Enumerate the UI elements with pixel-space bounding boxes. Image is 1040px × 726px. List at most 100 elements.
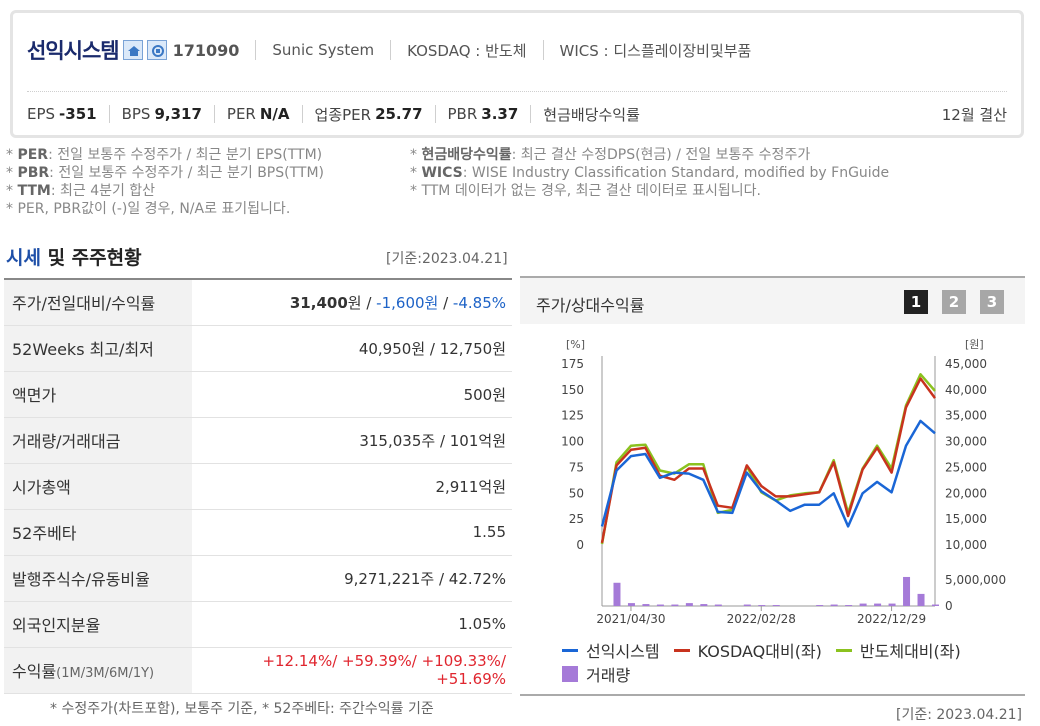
note-item: * WICS: WISE Industry Classification Sta… <box>410 165 890 181</box>
note-item: * TTM 데이터가 없는 경우, 최근 결산 데이터로 표시됩니다. <box>410 183 761 199</box>
table-row: 발행주식수/유동비율 9,271,221주 / 42.72% <box>4 555 512 602</box>
volume-bar <box>888 603 896 606</box>
chart-panel-title: 주가/상대수익률 <box>536 296 645 315</box>
note-item: * TTM: 최근 4분기 합산 <box>6 183 156 199</box>
divider <box>213 105 215 123</box>
volume-bar <box>903 576 911 606</box>
legend-row: 거래량 <box>562 662 1022 686</box>
row-label: 액면가 <box>4 371 192 418</box>
series-line-1 <box>600 377 937 544</box>
section-date: [기준:2023.04.21] <box>386 251 508 267</box>
english-name: Sunic System <box>272 41 375 59</box>
row-label: 52Weeks 최고/최저 <box>4 325 192 372</box>
left-tick-label: 75 <box>569 460 584 474</box>
legend-row: 선익시스템 KOSDAQ대비(좌) 반도체대비(좌) <box>562 638 1022 662</box>
chart-legend: 선익시스템 KOSDAQ대비(좌) 반도체대비(좌) 거래량 <box>562 638 1022 686</box>
per-metric: PER N/A <box>226 105 290 123</box>
pbr-metric: PBR 3.37 <box>447 105 519 123</box>
divider <box>255 40 257 60</box>
ir-icon[interactable] <box>146 40 167 60</box>
volume-bar <box>613 582 621 606</box>
divider <box>542 40 544 60</box>
row-label: 발행주식수/유동비율 <box>4 555 192 602</box>
table-row: 수익률(1M/3M/6M/1Y) +12.14%/ +59.39%/ +109.… <box>4 647 512 694</box>
row-label: 주가/전일대비/수익률 <box>4 279 192 326</box>
x-tick-label: 2021/04/30 <box>596 612 665 626</box>
legend-item-volume: 거래량 <box>562 662 630 686</box>
x-tick-label: 2022/02/28 <box>727 612 796 626</box>
chart-page-3-button[interactable]: 3 <box>980 290 1004 314</box>
row-value: 1.05% <box>192 601 512 648</box>
note-item: * PER: 전일 보통주 수정주가 / 최근 분기 EPS(TTM) <box>6 147 323 163</box>
row-value: 500원 <box>192 371 512 418</box>
row-label: 52주베타 <box>4 509 192 556</box>
legend-item-stock: 선익시스템 <box>562 638 660 662</box>
wics-info: WICS : 디스플레이장비및부품 <box>559 41 752 60</box>
left-tick-label: 25 <box>569 512 584 526</box>
series-line-0 <box>600 419 936 528</box>
stock-code: 171090 <box>172 40 240 60</box>
row-value: 2,911억원 <box>192 463 512 510</box>
right-tick-label: 15,000 <box>945 512 987 526</box>
volume-bar <box>845 605 853 606</box>
price-relative-return-chart: [%] [원] 175 45,000 150 40,000 125 35,000 100 30,0… <box>561 338 1006 626</box>
volume-bar <box>642 604 650 606</box>
volume-bar <box>874 603 882 606</box>
left-tick-label: 100 <box>561 435 584 449</box>
note-item: * 현금배당수익률: 최근 결산 수정DPS(현금) / 전일 보통주 수정주가 <box>410 147 811 163</box>
volume-bar <box>671 604 679 606</box>
right-tick-label: 35,000 <box>945 409 987 423</box>
table-row: 거래량/거래대금 315,035주 / 101억원 <box>4 417 512 464</box>
volume-bar <box>685 603 693 606</box>
right-tick-label: 20,000 <box>945 486 987 500</box>
chart-page-1-button[interactable]: 1 <box>904 290 928 314</box>
row-value: 1.55 <box>192 509 512 556</box>
volume-bar <box>743 604 751 606</box>
left-tick-label: 50 <box>569 486 584 500</box>
row-label: 수익률(1M/3M/6M/1Y) <box>4 647 192 694</box>
chart-panel: 주가/상대수익률 1 2 3 [%] [원] 175 45,000 150 40,000 1… <box>520 276 1025 696</box>
volume-bar <box>816 605 824 606</box>
table-row: 주가/전일대비/수익률 31,400원 / -1,600원 / -4.85% <box>4 279 512 326</box>
left-tick-label: 125 <box>561 409 584 423</box>
row-label: 시가총액 <box>4 463 192 510</box>
section-title: 시세 및 주주현황 <box>6 247 142 269</box>
table-row: 액면가 500원 <box>4 371 512 418</box>
company-name: 선익시스템 <box>27 39 120 63</box>
divider <box>434 105 436 123</box>
chart-page-2-button[interactable]: 2 <box>942 290 966 314</box>
chart-panel-header: 주가/상대수익률 1 2 3 <box>520 278 1025 324</box>
x-tick-label: 2022/12/29 <box>857 612 926 626</box>
row-value: 9,271,221주 / 42.72% <box>192 555 512 602</box>
right-tick-label: 45,000 <box>945 357 987 371</box>
left-tick-label: 0 <box>576 538 584 552</box>
divider <box>108 105 110 123</box>
volume-bar <box>917 593 925 606</box>
home-icon[interactable] <box>122 40 143 60</box>
table-row: 52주베타 1.55 <box>4 509 512 556</box>
bps-metric: BPS 9,317 <box>121 105 202 123</box>
header-metrics-row: EPS -351 BPS 9,317 PER N/A 업종PER 25.77 PBR 3.… <box>27 101 1007 127</box>
notes-left: * PER: 전일 보통주 수정주가 / 최근 분기 EPS(TTM) * PB… <box>6 146 406 218</box>
row-value: 40,950원 / 12,750원 <box>192 325 512 372</box>
note-item: * PBR: 전일 보통주 수정주가 / 최근 분기 BPS(TTM) <box>6 165 324 181</box>
divider <box>530 105 532 123</box>
right-tick-label: 10,000 <box>945 538 987 552</box>
right-unit-label: [원] <box>965 338 984 351</box>
volume-tick-label: 0 <box>945 599 953 613</box>
left-tick-label: 175 <box>561 357 584 371</box>
chart-date: [기준: 2023.04.21] <box>896 707 1023 723</box>
table-footnote: * 수정주가(차트포함), 보통주 기준, * 52주베타: 주간수익률 기준 <box>50 701 434 717</box>
row-label: 거래량/거래대금 <box>4 417 192 464</box>
volume-bar <box>932 604 939 606</box>
company-header-card: 선익시스템 171090 Sunic System KOSDAQ : 반도체 W… <box>10 10 1024 138</box>
price-value: 31,400원 / -1,600원 / -4.85% <box>192 279 512 326</box>
notes-right: * 현금배당수익률: 최근 결산 수정DPS(현금) / 전일 보통주 수정주가… <box>410 146 1030 200</box>
market-data-table: 주가/전일대비/수익률 31,400원 / -1,600원 / -4.85% 5… <box>4 278 512 694</box>
volume-bar <box>656 604 664 606</box>
left-tick-label: 150 <box>561 383 584 397</box>
right-tick-label: 30,000 <box>945 435 987 449</box>
divider <box>390 40 392 60</box>
row-label: 외국인지분율 <box>4 601 192 648</box>
volume-bar <box>758 605 766 606</box>
